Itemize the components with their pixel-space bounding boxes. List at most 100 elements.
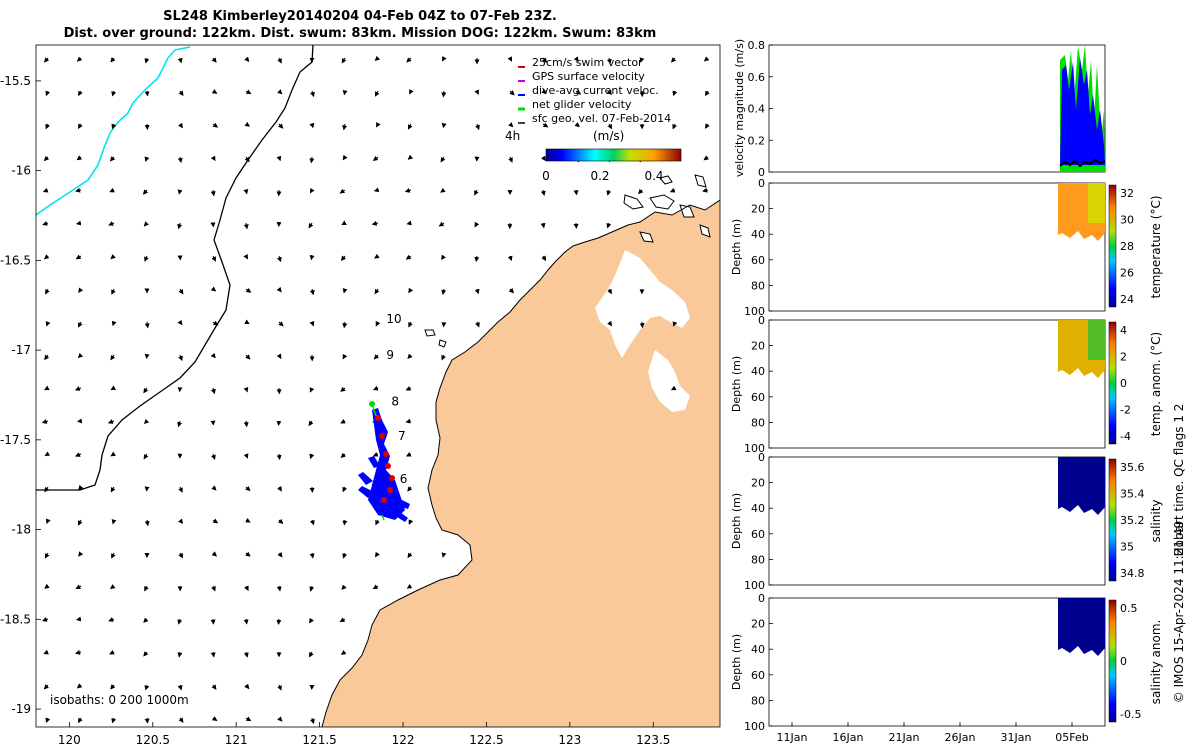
velocity-vector-arrow (143, 387, 149, 394)
velocity-vector-arrow (340, 418, 346, 424)
velocity-vector-arrow (77, 352, 84, 359)
velocity-vector-arrow (408, 321, 413, 328)
colorbar-tick-label: 2 (1120, 351, 1127, 364)
velocity-vector-arrow (75, 452, 82, 457)
coastline (321, 199, 720, 727)
velocity-vector-arrow (110, 254, 116, 260)
velocity-vector-arrow (144, 717, 150, 724)
depth-tick-label: 40 (751, 643, 765, 656)
velocity-vector-arrow (45, 518, 51, 525)
section-data-edge (1088, 183, 1105, 223)
velocity-vector-arrow (276, 585, 282, 592)
velocity-vector-arrow (373, 354, 380, 360)
velocity-vector-arrow (143, 453, 149, 460)
velocity-y-tick-label: 0.6 (748, 71, 766, 84)
colorbar-tick-label: 0 (1120, 377, 1127, 390)
legend-item-dive-avg: dive-avg current veloc. (518, 84, 659, 97)
legend-item-net: net glider velocity (518, 98, 632, 111)
velocity-vector-arrow (177, 319, 183, 326)
svg-text:sfc geo. vel. 07-Feb-2014: sfc geo. vel. 07-Feb-2014 (532, 112, 671, 125)
velocity-vector-arrow (44, 385, 50, 391)
section-data-edge (1088, 457, 1105, 497)
velocity-vector-arrow (341, 584, 347, 590)
time-tick-label: 16Jan (833, 731, 864, 744)
velocity-vector-arrow (243, 222, 249, 230)
time-tick-label: 11Jan (777, 731, 808, 744)
velocity-vector-arrow (177, 684, 183, 691)
map-colorbar-tick-label: 0 (542, 169, 550, 183)
velocity-vector-arrow (405, 254, 412, 260)
map-lon-tick-label: 122.5 (469, 733, 503, 747)
glider-prior-track (36, 46, 191, 216)
colorbar-tick-label: 35.4 (1120, 488, 1145, 501)
velocity-vector-arrow (372, 584, 379, 590)
velocity-y-ticks: 0 0.2 0.4 0.6 0.8 (748, 39, 773, 179)
velocity-vector-arrow (407, 154, 414, 160)
velocity-vector-arrow (440, 156, 446, 163)
map-frame (35, 44, 721, 728)
section-colorbar (1108, 599, 1117, 723)
velocity-vector-arrow (178, 717, 184, 723)
velocity-vector-arrow (309, 156, 315, 164)
velocity-vector-arrow (375, 320, 381, 327)
section-colorbar (1108, 184, 1117, 308)
velocity-vector-arrow (339, 188, 346, 194)
velocity-vector-arrow (144, 684, 150, 691)
velocity-vector-arrow (144, 90, 150, 97)
depth-tick-label: 0 (758, 451, 765, 464)
velocity-vector-arrow (111, 717, 117, 724)
velocity-vector-arrow (441, 90, 447, 98)
section-panel-frame (768, 456, 1106, 586)
velocity-vector-arrow (75, 584, 82, 589)
velocity-vector-arrow (244, 585, 249, 592)
velocity-y-tick-label: 0.4 (748, 103, 766, 116)
velocity-vector-arrow (178, 486, 183, 493)
svg-text:GPS surface velocity: GPS surface velocity (532, 70, 645, 83)
velocity-vector-arrow (108, 617, 115, 622)
velocity-vector-arrow (45, 288, 50, 295)
velocity-vector-arrow (342, 90, 348, 96)
velocity-vector-arrow (474, 189, 479, 196)
velocity-vector-arrow (406, 57, 412, 63)
credit-note: © IMOS 15-Apr-2024 11:21:49 (1172, 521, 1186, 704)
colorbar-tick-label: 35.6 (1120, 461, 1145, 474)
map-lon-tick-label: 123 (558, 733, 581, 747)
velocity-vector-arrow (639, 57, 645, 63)
velocity-vector-arrow (211, 716, 218, 722)
velocity-vector-arrow (474, 89, 480, 96)
velocity-vector-arrow (41, 617, 49, 622)
velocity-vector-arrow (41, 419, 49, 424)
velocity-vector-arrow (244, 683, 250, 690)
section-data-edge (1088, 598, 1105, 638)
velocity-vector-arrow (405, 386, 412, 391)
velocity-vector-arrow (342, 353, 348, 360)
map-lat-tick-label: -15.5 (0, 74, 31, 88)
velocity-vector-arrow (474, 221, 480, 228)
velocity-vector-arrow (441, 552, 447, 558)
qc-flags-note: Hobart time. QC flags 1 2 (1172, 404, 1186, 557)
velocity-vector-arrow (109, 156, 116, 162)
velocity-vector-arrow (110, 385, 117, 391)
velocity-vector-arrow (408, 519, 414, 525)
velocity-vector-arrow (111, 519, 117, 525)
map-lon-tick-label: 123.5 (636, 733, 670, 747)
velocity-vector-arrow (107, 419, 115, 424)
velocity-vector-arrow (309, 387, 315, 393)
track-day-label: 7 (398, 429, 406, 443)
velocity-vector-arrow (44, 451, 51, 457)
section-panel-frame (768, 182, 1106, 312)
velocity-vector-arrow (43, 155, 50, 162)
map-lat-ticks: -15.5 -16 -16.5 -17 -17.5 -18 -18.5 -19 (0, 74, 41, 716)
velocity-vector-arrow (508, 288, 514, 294)
velocity-vector-arrow (672, 90, 678, 97)
velocity-vector-arrow (144, 57, 150, 64)
velocity-vector-arrow (277, 57, 282, 64)
velocity-vector-arrow (210, 651, 216, 658)
velocity-vector-arrow (406, 220, 412, 226)
velocity-ylabel: velocity magnitude (m/s) (733, 39, 746, 177)
colorbar-label: temp. anom. (°C) (1149, 332, 1163, 436)
velocity-vector-arrow (143, 617, 149, 623)
isobath-contour (36, 45, 314, 491)
velocity-y-tick-label: 0 (758, 166, 765, 179)
